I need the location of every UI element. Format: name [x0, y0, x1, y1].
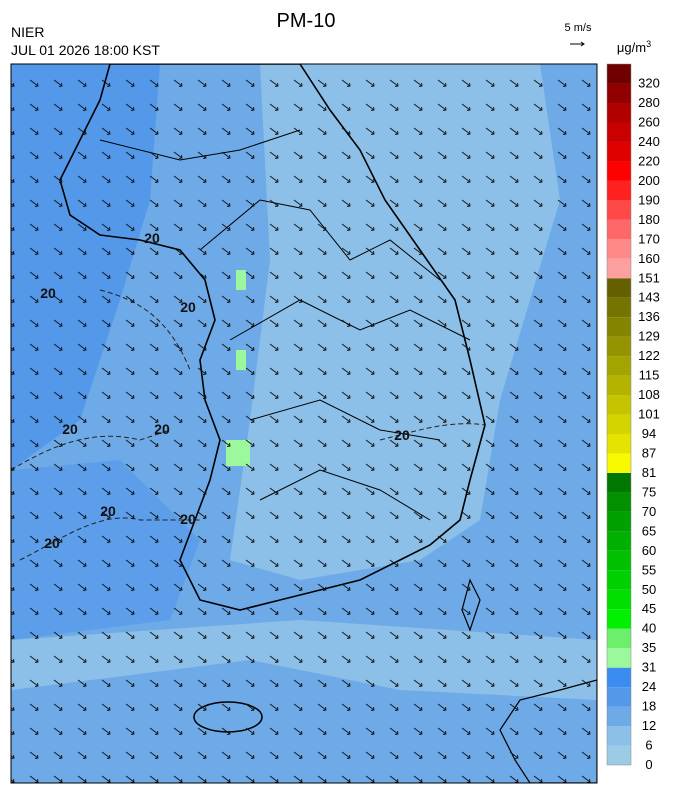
wind-scale-arrow: [570, 41, 585, 47]
colorbar-segment: [607, 706, 631, 727]
contour-label: 20: [40, 285, 56, 301]
colorbar-segment: [607, 297, 631, 318]
colorbar-segment: [607, 103, 631, 123]
colorbar-label: 122: [638, 348, 660, 363]
unit-text: μg/m: [617, 40, 646, 55]
contour-label: 20: [154, 421, 170, 437]
colorbar-segment: [607, 570, 631, 590]
colorbar-segment: [607, 258, 631, 279]
contour-labels: 20 20 20 20 20 20 20 20 20: [40, 230, 410, 551]
title: PM-10: [277, 10, 336, 32]
colorbar-label: 55: [642, 562, 656, 577]
wind-scale-label: 5 m/s: [565, 22, 592, 34]
colorbar-label: 6: [645, 738, 652, 753]
colorbar-segment: [607, 531, 631, 551]
colorbar: 0 6 12 18 24 31 35 40 45 50 55 60 65 70 75 81 87 94 101 108…: [606, 63, 660, 772]
colorbar-segment: [607, 180, 631, 201]
colorbar-label: 160: [638, 251, 660, 266]
colorbar-label: 75: [642, 484, 656, 499]
colorbar-label: 180: [638, 212, 660, 227]
colorbar-label: 35: [642, 640, 656, 655]
colorbar-segment: [607, 336, 631, 357]
colorbar-label: 24: [642, 679, 656, 694]
colorbar-segment: [607, 239, 631, 259]
colorbar-label: 129: [638, 329, 660, 344]
colorbar-segment: [607, 609, 631, 629]
colorbar-unit: μg/m3: [617, 39, 651, 55]
colorbar-segment: [607, 667, 631, 688]
colorbar-label: 151: [638, 270, 660, 285]
contour-label: 20: [62, 421, 78, 437]
colorbar-label: 200: [638, 173, 660, 188]
colorbar-label: 60: [642, 543, 656, 558]
colorbar-segment: [607, 64, 631, 84]
colorbar-segment: [607, 395, 631, 415]
contour-label: 20: [144, 230, 160, 246]
colorbar-label: 108: [638, 387, 660, 402]
map-frame: [10, 63, 598, 784]
colorbar-label: 260: [638, 114, 660, 129]
colorbar-frame: [606, 63, 632, 766]
contour-label: 20: [44, 535, 60, 551]
colorbar-segment: [607, 726, 631, 746]
colorbar-segment: [607, 122, 631, 142]
colorbar-segment: [607, 200, 631, 220]
map: 20 20 20 20 20 20 20 20 20: [11, 64, 597, 783]
colorbar-label: 136: [638, 309, 660, 324]
colorbar-segment: [607, 511, 631, 532]
colorbar-label: 50: [642, 582, 656, 597]
colorbar-segment: [607, 375, 631, 396]
colorbar-segment: [607, 414, 631, 435]
colorbar-segment: [607, 278, 631, 298]
colorbar-segment: [607, 628, 631, 649]
colorbar-segment: [607, 83, 631, 104]
colorbar-segment: [607, 589, 631, 610]
colorbar-label: 240: [638, 134, 660, 149]
unit-power: 3: [646, 39, 651, 49]
colorbar-segment: [607, 317, 631, 337]
colorbar-segment: [607, 141, 631, 162]
colorbar-segment: [607, 453, 631, 473]
colorbar-segment: [607, 492, 631, 512]
colorbar-label: 18: [642, 699, 656, 714]
contour-label: 20: [180, 511, 196, 527]
colorbar-segment: [607, 687, 631, 707]
colorbar-label: 143: [638, 290, 660, 305]
colorbar-segment: [607, 550, 631, 571]
colorbar-label: 115: [639, 368, 660, 383]
colorbar-segment: [607, 434, 631, 454]
contour-label: 20: [100, 503, 116, 519]
colorbar-label: 65: [642, 523, 656, 538]
colorbar-segment: [607, 745, 631, 765]
colorbar-label: 87: [642, 445, 656, 460]
colorbar-label: 94: [642, 426, 656, 441]
contour-label: 20: [394, 427, 410, 443]
colorbar-label: 40: [642, 621, 656, 636]
colorbar-label: 320: [638, 76, 660, 91]
colorbar-label: 170: [638, 231, 660, 246]
wind-vectors: [11, 64, 597, 783]
colorbar-label: 12: [642, 718, 656, 733]
agency: NIER: [11, 24, 44, 40]
colorbar-segment: [607, 648, 631, 668]
colorbar-label: 280: [638, 95, 660, 110]
colorbar-segment: [607, 356, 631, 376]
colorbar-segment: [607, 161, 631, 181]
colorbar-label: 81: [642, 465, 656, 480]
colorbar-label: 220: [638, 153, 660, 168]
colorbar-label: 45: [642, 601, 656, 616]
colorbar-label: 190: [638, 192, 660, 207]
colorbar-label: 101: [638, 407, 660, 422]
contour-label: 20: [180, 299, 196, 315]
colorbar-segment: [607, 472, 631, 493]
datetime: JUL 01 2026 18:00 KST: [11, 42, 160, 58]
colorbar-label: 31: [642, 660, 656, 675]
colorbar-segment: [607, 219, 631, 240]
colorbar-label: 70: [642, 504, 656, 519]
colorbar-label: 0: [645, 757, 652, 772]
